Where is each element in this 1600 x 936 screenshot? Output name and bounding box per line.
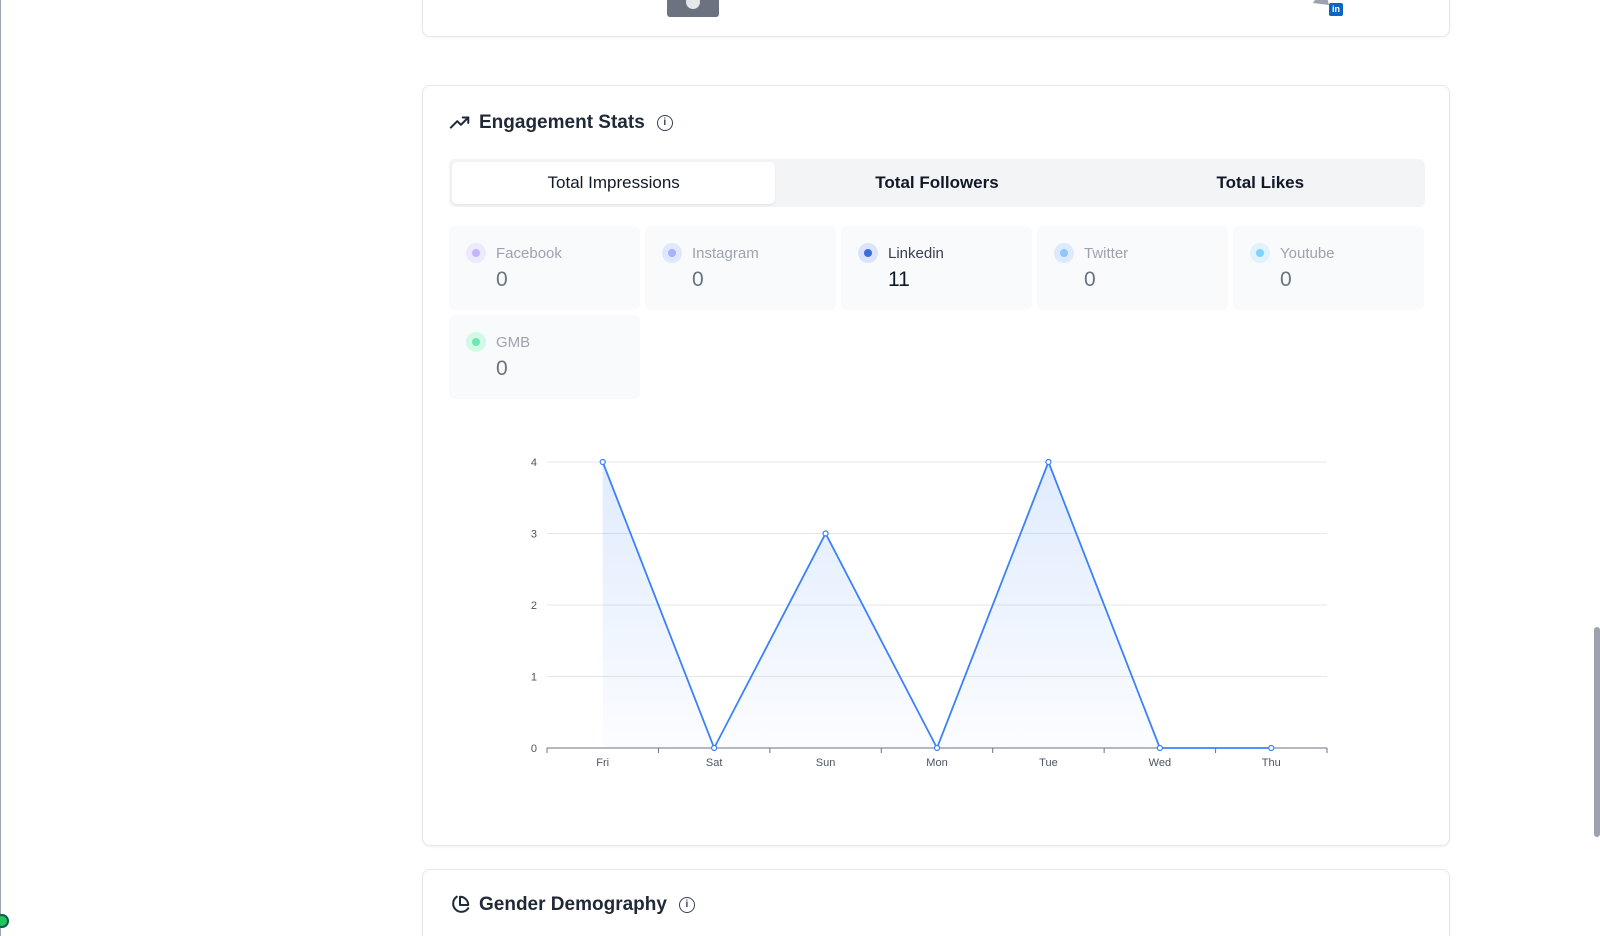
impressions-line-chart: 0 1 2 3 4 Fri Sat Sun Mon Tue Wed Thu [531,457,1328,769]
x-tick-label: Sun [816,757,836,769]
data-point [1156,744,1163,752]
engagement-tabs: Total Impressions Total Followers Total … [449,159,1425,207]
x-tick-label: Mon [926,757,947,769]
tab-total-followers[interactable]: Total Followers [875,173,999,192]
gender-demography-card: Gender Demography i [422,869,1450,936]
tab-total-likes[interactable]: Total Likes [1216,173,1305,192]
stat-twitter[interactable]: Twitter 0 [1037,226,1228,310]
stat-name: GMB [496,334,531,351]
data-point [711,744,718,752]
x-tick-label: Sat [706,757,723,769]
series-area [602,462,1272,748]
stat-value: 0 [496,357,508,380]
stat-youtube[interactable]: Youtube 0 [1233,226,1424,310]
instagram-dot-icon [662,243,682,263]
stat-name: Linkedin [888,245,944,262]
stat-name: Youtube [1280,245,1335,262]
x-tick-label: Wed [1149,757,1171,769]
data-point [933,744,941,752]
stat-name: Instagram [692,245,759,262]
tab-total-impressions[interactable]: Total Impressions [452,162,776,204]
engagement-header: Engagement Stats i [449,112,673,134]
y-tick-label: 3 [531,529,537,541]
y-tick-label: 4 [531,457,537,469]
gender-header: Gender Demography i [449,894,695,916]
engagement-stats-card: Engagement Stats i Total Impressions Tot… [422,85,1450,846]
stat-value: 0 [1084,268,1096,291]
stat-instagram[interactable]: Instagram 0 [645,226,836,310]
stat-name: Twitter [1084,245,1129,262]
data-point [822,530,829,537]
stat-value: 0 [692,268,704,291]
data-point [599,458,606,466]
stat-value: 0 [496,268,508,291]
trending-up-icon [449,116,470,129]
gender-title: Gender Demography [479,894,667,915]
linkedin-dot-icon [858,243,878,263]
info-icon[interactable]: i [656,115,673,131]
post-thumbnail[interactable] [667,0,719,17]
facebook-dot-icon [466,243,486,263]
pie-chart-icon [452,895,470,913]
chat-widget-icon[interactable] [0,914,9,928]
stat-facebook[interactable]: Facebook 0 [449,226,640,310]
stat-name: Facebook [496,245,562,262]
youtube-dot-icon [1250,243,1270,263]
y-tick-label: 0 [531,743,537,755]
data-point [1268,744,1275,752]
x-tick-label: Thu [1262,757,1281,769]
scrollbar[interactable] [1594,627,1600,837]
stat-gmb[interactable]: GMB 0 [449,315,640,399]
data-point [1045,458,1052,466]
y-tick-label: 2 [531,600,537,612]
engagement-title: Engagement Stats [479,112,645,133]
gmb-dot-icon [466,332,486,352]
info-icon[interactable]: i [678,897,695,913]
avatar-icon [1313,0,1329,5]
stat-linkedin[interactable]: Linkedin 11 [841,226,1032,310]
stat-value: 0 [1280,268,1292,291]
y-tick-label: 1 [531,672,537,684]
x-tick-label: Fri [596,757,609,769]
stat-value: 11 [888,268,910,291]
linkedin-icon: in [1329,3,1343,16]
x-tick-label: Tue [1039,757,1058,769]
previous-card: in [422,0,1450,37]
twitter-dot-icon [1054,243,1074,263]
